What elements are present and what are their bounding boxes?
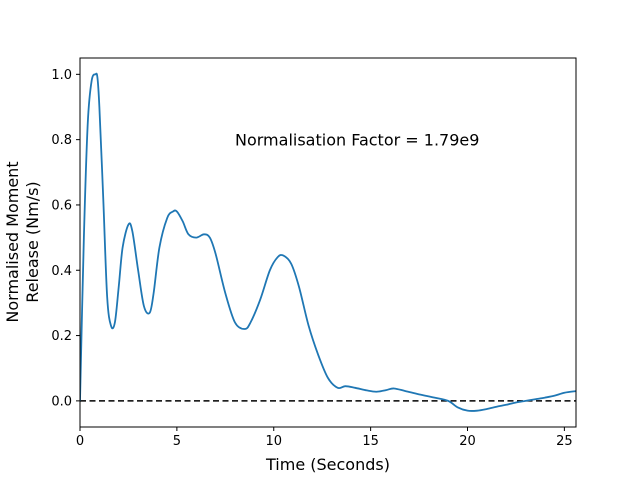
axes-frame: [79, 57, 577, 428]
x-tick-label: 15: [362, 434, 379, 449]
normalisation-annotation: Normalisation Factor = 1.79e9: [235, 131, 479, 150]
y-tick-label: 0.8: [51, 133, 72, 148]
y-tick-label: 1.0: [51, 68, 72, 83]
x-axis-title: Time (Seconds): [265, 455, 390, 474]
y-axis-title-line-2: Release (Nm/s): [23, 181, 42, 302]
ticks-layer: 0 5 10 15 20 25 0.0 0.2 0.4 0.6 0.8 1.0: [51, 68, 572, 449]
x-tick-label: 25: [556, 434, 573, 449]
x-tick-label: 5: [173, 434, 181, 449]
y-axis-title-line-1: Normalised Moment: [3, 161, 22, 322]
x-tick-label: 20: [459, 434, 476, 449]
y-axis-title: Normalised Moment Release (Nm/s): [3, 161, 42, 322]
series-layer: [80, 72, 576, 412]
y-tick-label: 0.4: [51, 264, 72, 279]
x-tick-label: 10: [265, 434, 282, 449]
axes-layer: [79, 57, 577, 428]
y-tick-label: 0.0: [51, 394, 72, 409]
y-tick-label: 0.6: [51, 198, 72, 213]
series-line-0: [80, 72, 576, 412]
x-tick-label: 0: [76, 434, 84, 449]
y-tick-label: 0.2: [51, 329, 72, 344]
